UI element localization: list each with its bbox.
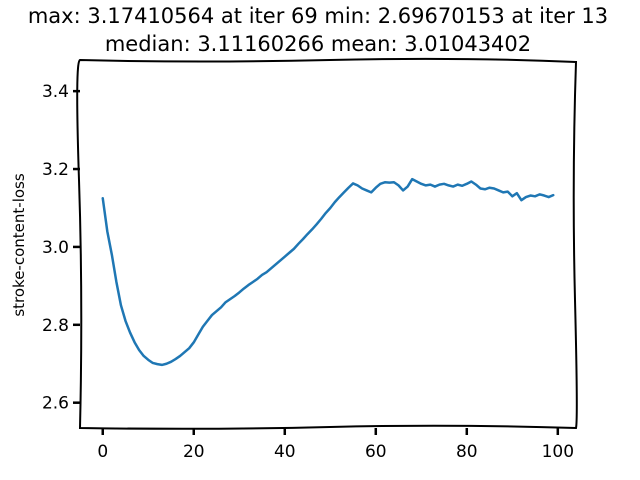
y-tick-label: 2.6 (42, 394, 69, 414)
y-tick-label: 3.2 (42, 160, 69, 180)
y-tick-label: 2.8 (42, 316, 69, 336)
x-tick-label: 100 (542, 442, 574, 462)
x-tick-label: 20 (183, 442, 205, 462)
chart-title-line-1: max: 3.17410564 at iter 69 min: 2.696701… (28, 4, 608, 28)
y-tick-label: 3.0 (42, 238, 69, 258)
plot-frame (76, 57, 578, 430)
x-tick-label: 40 (274, 442, 296, 462)
x-tick-label: 80 (456, 442, 478, 462)
chart-title-line-2: median: 3.11160266 mean: 3.01043402 (105, 32, 531, 56)
x-tick-label: 60 (365, 442, 387, 462)
y-axis-label: stroke-content-loss (10, 173, 28, 317)
y-axis-ticks: 2.6 2.8 3.0 3.2 3.4 (42, 82, 80, 414)
x-axis-ticks: 0 20 40 60 80 100 (97, 428, 574, 462)
x-tick-label: 0 (97, 442, 108, 462)
series-line (101, 177, 555, 367)
y-tick-label: 3.4 (42, 82, 69, 102)
